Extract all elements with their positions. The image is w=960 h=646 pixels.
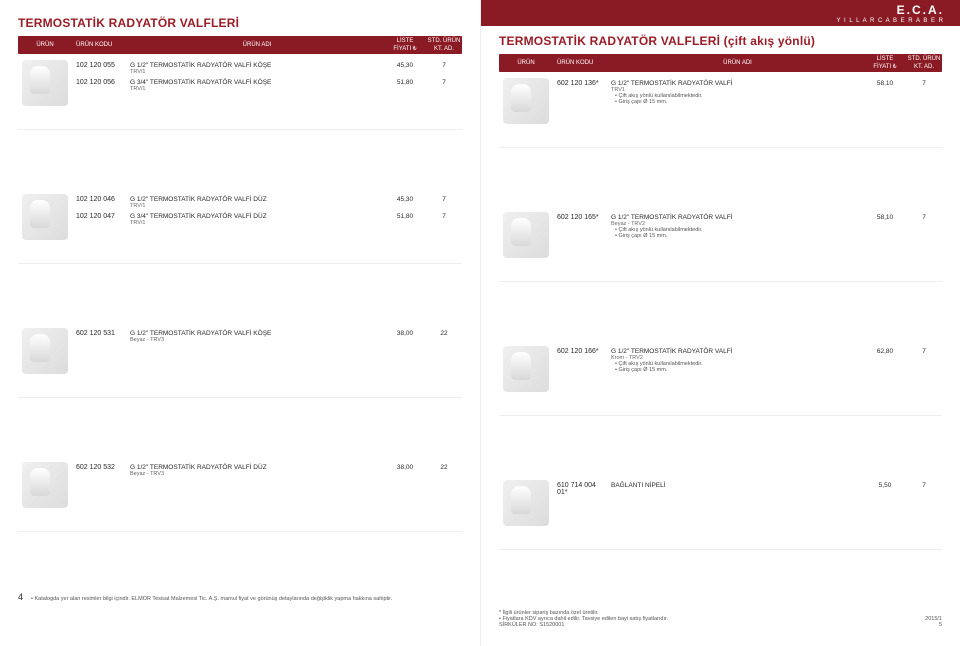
brand-logo: E.C.A. bbox=[837, 3, 945, 17]
left-title: TERMOSTATİK RADYATÖR VALFLERİ bbox=[18, 16, 462, 30]
product-name: G 3/4" TERMOSTATİK RADYATÖR VALFİ KÖŞETR… bbox=[126, 79, 384, 92]
product-price: 45,30 bbox=[384, 196, 426, 203]
left-page-number: 4 bbox=[18, 592, 23, 602]
product-row: 602 120 531G 1/2" TERMOSTATİK RADYATÖR V… bbox=[72, 328, 462, 345]
product-name: G 1/2" TERMOSTATİK RADYATÖR VALFİBeyaz -… bbox=[607, 214, 864, 239]
product-name: G 1/2" TERMOSTATİK RADYATÖR VALFİ KÖŞETR… bbox=[126, 62, 384, 75]
right-footer: * İlgili ürünler sipariş bazında özel ür… bbox=[499, 610, 942, 628]
product-code: 610 714 004 01* bbox=[553, 482, 607, 496]
product-row: 602 120 136*G 1/2" TERMOSTATİK RADYATÖR … bbox=[553, 78, 942, 107]
product-name: G 3/4" TERMOSTATİK RADYATÖR VALFİ DÜZTRV… bbox=[126, 213, 384, 226]
right-footer-note3: SİRKÜLER NO: S1520001 bbox=[499, 622, 668, 628]
product-thumb bbox=[18, 194, 72, 257]
left-footer: 4 • Katalogda yer alan resimler bilgi iç… bbox=[18, 592, 462, 602]
product-block: 602 120 166*G 1/2" TERMOSTATİK RADYATÖR … bbox=[499, 342, 942, 416]
right-page-number: 5 bbox=[939, 622, 942, 628]
hdr-kodu: ÜRÜN KODU bbox=[72, 42, 126, 48]
left-footer-note: • Katalogda yer alan resimler bilgi için… bbox=[31, 596, 392, 602]
product-price: 58,10 bbox=[864, 214, 906, 221]
product-block: 610 714 004 01*BAĞLANTI NİPELİ5,507 bbox=[499, 476, 942, 550]
hdr-urun-r: ÜRÜN bbox=[499, 60, 553, 66]
product-block: 602 120 165*G 1/2" TERMOSTATİK RADYATÖR … bbox=[499, 208, 942, 282]
hdr-adi-r: ÜRÜN ADI bbox=[607, 60, 864, 66]
product-price: 38,00 bbox=[384, 330, 426, 337]
product-name: G 1/2" TERMOSTATİK RADYATÖR VALFİTRV1Çif… bbox=[607, 80, 864, 105]
product-thumb bbox=[18, 328, 72, 391]
product-qty: 7 bbox=[426, 196, 462, 203]
product-row: 602 120 165*G 1/2" TERMOSTATİK RADYATÖR … bbox=[553, 212, 942, 241]
right-page: E.C.A. Y I L L A R C A B E R A B E R TER… bbox=[480, 0, 960, 646]
product-qty: 7 bbox=[426, 79, 462, 86]
product-row: 602 120 166*G 1/2" TERMOSTATİK RADYATÖR … bbox=[553, 346, 942, 375]
product-thumb bbox=[499, 78, 553, 141]
catalog-spread: TERMOSTATİK RADYATÖR VALFLERİ ÜRÜN ÜRÜN … bbox=[0, 0, 960, 646]
product-qty: 22 bbox=[426, 330, 462, 337]
product-code: 602 120 532 bbox=[72, 464, 126, 471]
hdr-kodu-r: ÜRÜN KODU bbox=[553, 60, 607, 66]
product-block: 102 120 055G 1/2" TERMOSTATİK RADYATÖR V… bbox=[18, 56, 462, 130]
product-name: G 1/2" TERMOSTATİK RADYATÖR VALFİKrom - … bbox=[607, 348, 864, 373]
product-name: BAĞLANTI NİPELİ bbox=[607, 482, 864, 489]
product-price: 5,50 bbox=[864, 482, 906, 489]
hdr-std-r: STD. ÜRÜN KT. AD. bbox=[906, 55, 942, 71]
product-code: 602 120 531 bbox=[72, 330, 126, 337]
product-thumb bbox=[499, 212, 553, 275]
product-code: 102 120 046 bbox=[72, 196, 126, 203]
product-thumb bbox=[499, 346, 553, 409]
product-row: 610 714 004 01*BAĞLANTI NİPELİ5,507 bbox=[553, 480, 942, 498]
product-code: 602 120 165* bbox=[553, 214, 607, 221]
product-block: 602 120 532G 1/2" TERMOSTATİK RADYATÖR V… bbox=[18, 458, 462, 532]
product-name: G 1/2" TERMOSTATİK RADYATÖR VALFİ KÖŞEBe… bbox=[126, 330, 384, 343]
product-thumb bbox=[499, 480, 553, 543]
product-qty: 7 bbox=[906, 214, 942, 221]
product-row: 102 120 055G 1/2" TERMOSTATİK RADYATÖR V… bbox=[72, 60, 462, 77]
hdr-fiyat-r: LİSTE FİYATI ₺ bbox=[864, 55, 906, 71]
product-row: 102 120 046G 1/2" TERMOSTATİK RADYATÖR V… bbox=[72, 194, 462, 211]
product-thumb bbox=[18, 60, 72, 123]
product-code: 102 120 055 bbox=[72, 62, 126, 69]
product-qty: 7 bbox=[426, 213, 462, 220]
product-code: 602 120 136* bbox=[553, 80, 607, 87]
product-qty: 7 bbox=[906, 80, 942, 87]
left-table-header: ÜRÜN ÜRÜN KODU ÜRÜN ADI LİSTE FİYATI ₺ S… bbox=[18, 36, 462, 54]
product-price: 51,80 bbox=[384, 79, 426, 86]
product-price: 51,80 bbox=[384, 213, 426, 220]
product-qty: 7 bbox=[906, 348, 942, 355]
hdr-std: STD. ÜRÜN KT. AD. bbox=[426, 37, 462, 53]
product-code: 102 120 047 bbox=[72, 213, 126, 220]
product-block: 102 120 046G 1/2" TERMOSTATİK RADYATÖR V… bbox=[18, 190, 462, 264]
product-qty: 22 bbox=[426, 464, 462, 471]
brand-tagline: Y I L L A R C A B E R A B E R bbox=[837, 18, 945, 24]
product-row: 602 120 532G 1/2" TERMOSTATİK RADYATÖR V… bbox=[72, 462, 462, 479]
hdr-fiyat: LİSTE FİYATI ₺ bbox=[384, 37, 426, 53]
product-price: 58,10 bbox=[864, 80, 906, 87]
product-thumb bbox=[18, 462, 72, 525]
product-price: 38,00 bbox=[384, 464, 426, 471]
product-code: 602 120 166* bbox=[553, 348, 607, 355]
product-name: G 1/2" TERMOSTATİK RADYATÖR VALFİ DÜZTRV… bbox=[126, 196, 384, 209]
product-code: 102 120 056 bbox=[72, 79, 126, 86]
hdr-adi: ÜRÜN ADI bbox=[126, 42, 384, 48]
product-qty: 7 bbox=[906, 482, 942, 489]
product-block: 602 120 531G 1/2" TERMOSTATİK RADYATÖR V… bbox=[18, 324, 462, 398]
product-row: 102 120 056G 3/4" TERMOSTATİK RADYATÖR V… bbox=[72, 77, 462, 94]
brand-bar: E.C.A. Y I L L A R C A B E R A B E R bbox=[481, 0, 960, 26]
product-block: 602 120 136*G 1/2" TERMOSTATİK RADYATÖR … bbox=[499, 74, 942, 148]
product-price: 45,30 bbox=[384, 62, 426, 69]
hdr-urun: ÜRÜN bbox=[18, 42, 72, 48]
product-row: 102 120 047G 3/4" TERMOSTATİK RADYATÖR V… bbox=[72, 211, 462, 228]
product-qty: 7 bbox=[426, 62, 462, 69]
left-page: TERMOSTATİK RADYATÖR VALFLERİ ÜRÜN ÜRÜN … bbox=[0, 0, 480, 646]
product-name: G 1/2" TERMOSTATİK RADYATÖR VALFİ DÜZBey… bbox=[126, 464, 384, 477]
right-title: TERMOSTATİK RADYATÖR VALFLERİ (çift akış… bbox=[499, 34, 942, 48]
product-price: 62,80 bbox=[864, 348, 906, 355]
right-table-header: ÜRÜN ÜRÜN KODU ÜRÜN ADI LİSTE FİYATI ₺ S… bbox=[499, 54, 942, 72]
